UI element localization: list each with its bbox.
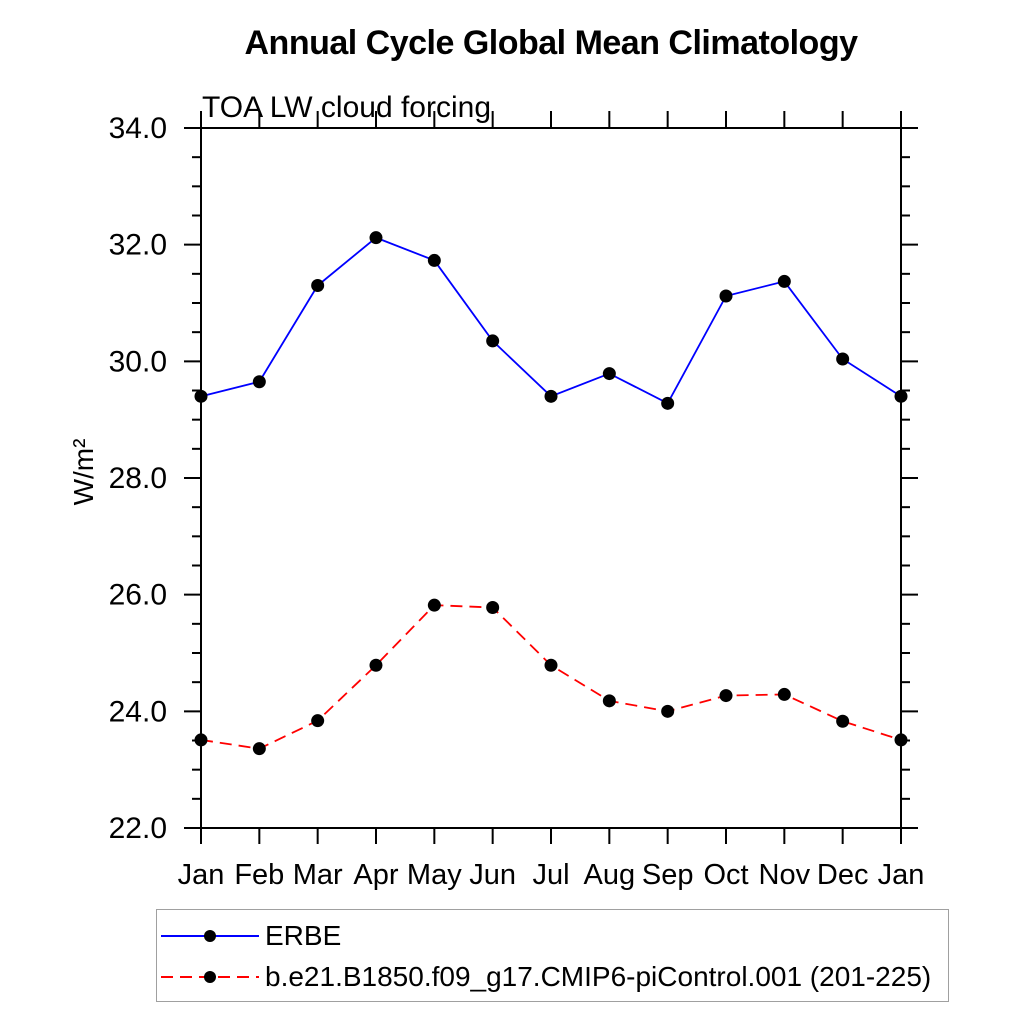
y-tick-label: 32.0 xyxy=(109,229,167,262)
data-point xyxy=(194,733,208,747)
data-point xyxy=(544,389,558,403)
data-point xyxy=(602,367,616,381)
chart-title: Annual Cycle Global Mean Climatology xyxy=(244,24,859,62)
data-point xyxy=(252,742,266,756)
legend-marker-dot xyxy=(204,930,216,942)
data-point xyxy=(661,704,675,718)
data-point xyxy=(486,601,500,614)
x-tick-label: Oct xyxy=(703,859,748,891)
data-point xyxy=(836,714,850,728)
data-point xyxy=(194,389,208,403)
x-tick-label: Jun xyxy=(469,859,516,891)
plot-frame xyxy=(200,127,902,829)
x-tick-label: Sep xyxy=(642,859,694,891)
series-line-1 xyxy=(200,604,902,750)
x-tick-label: Jul xyxy=(532,859,569,891)
data-point xyxy=(719,289,733,303)
legend-label-model: b.e21.B1850.f09_g17.CMIP6-piControl.001 … xyxy=(265,961,932,992)
legend-line-sample-solid xyxy=(161,930,259,942)
data-point xyxy=(369,231,383,245)
x-tick-label: Mar xyxy=(293,859,343,891)
y-tick-label: 22.0 xyxy=(109,812,167,845)
legend: ERBE b.e21.B1850.f09_g17.CMIP6-piControl… xyxy=(156,909,949,1002)
data-point xyxy=(894,389,908,403)
data-point xyxy=(777,274,791,288)
x-tick-label: Feb xyxy=(234,859,284,891)
y-tick-label: 28.0 xyxy=(109,462,167,495)
data-point xyxy=(427,253,441,267)
data-point xyxy=(602,694,616,708)
legend-entry-model: b.e21.B1850.f09_g17.CMIP6-piControl.001 … xyxy=(159,961,932,992)
x-tick-label: Jan xyxy=(178,859,225,891)
data-point xyxy=(369,658,383,672)
data-point xyxy=(486,334,500,348)
y-tick-label: 34.0 xyxy=(109,112,167,145)
chart-subtitle: TOA LW cloud forcing xyxy=(202,91,492,124)
x-tick-label: May xyxy=(407,859,462,891)
data-point xyxy=(719,689,733,703)
x-tick-label: Aug xyxy=(584,859,636,891)
legend-line-sample-dashed xyxy=(161,971,259,983)
y-tick-label: 30.0 xyxy=(109,345,167,378)
y-tick-label: 26.0 xyxy=(109,579,167,612)
data-point xyxy=(544,658,558,672)
legend-label-erbe: ERBE xyxy=(265,920,342,951)
data-point xyxy=(777,687,791,701)
x-tick-label: Dec xyxy=(817,859,869,891)
x-tick-label: Nov xyxy=(759,859,811,891)
data-point xyxy=(311,714,325,728)
data-point xyxy=(661,396,675,410)
data-point xyxy=(836,352,850,366)
data-point xyxy=(427,598,441,612)
data-point xyxy=(894,733,908,747)
data-point xyxy=(311,279,325,292)
data-point xyxy=(252,375,266,389)
legend-entry-erbe: ERBE xyxy=(159,920,342,951)
x-tick-label: Jan xyxy=(878,859,925,891)
y-tick-label: 24.0 xyxy=(109,695,167,728)
x-tick-label: Apr xyxy=(353,859,398,891)
series-line-0 xyxy=(200,236,902,405)
legend-marker-dot xyxy=(204,971,216,983)
